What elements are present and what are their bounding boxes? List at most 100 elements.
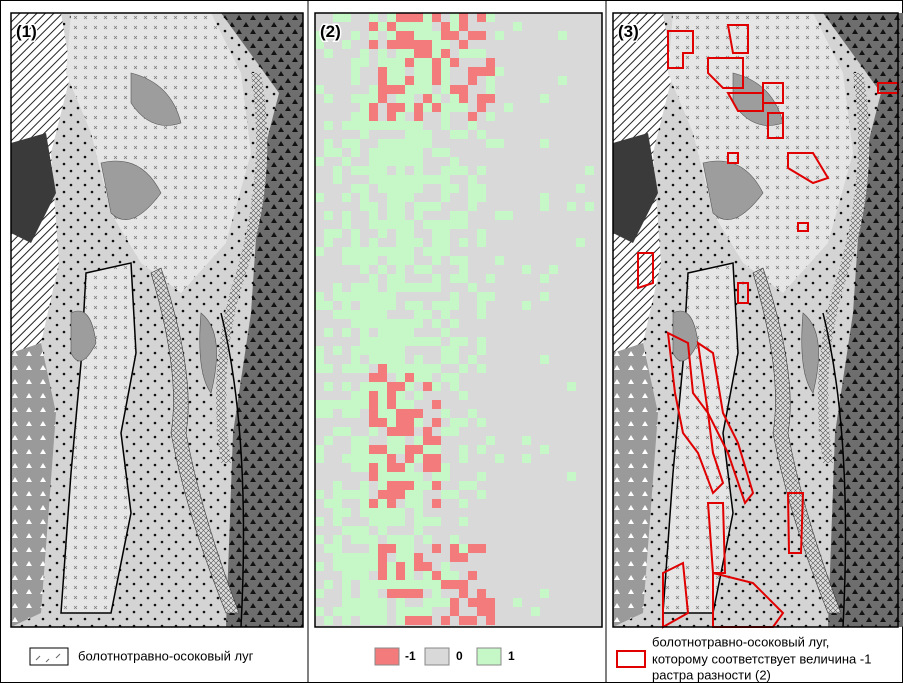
raster-cell [405, 382, 414, 391]
raster-cell [405, 13, 414, 22]
raster-cell [432, 400, 441, 409]
raster-cell [396, 373, 405, 382]
raster-cell [432, 499, 441, 508]
raster-cell [423, 139, 432, 148]
raster-cell [405, 328, 414, 337]
raster-cell [450, 292, 459, 301]
raster-cell [540, 94, 549, 103]
raster-cell [414, 13, 423, 22]
raster-cell [351, 31, 360, 40]
raster-cell [450, 337, 459, 346]
raster-cell [324, 211, 333, 220]
raster-cell [486, 139, 495, 148]
raster-cell [396, 256, 405, 265]
raster-cell [414, 85, 423, 94]
raster-cell [351, 598, 360, 607]
raster-cell [351, 58, 360, 67]
raster-cell [315, 517, 324, 526]
raster-cell [369, 598, 378, 607]
raster-cell [450, 301, 459, 310]
raster-cell [324, 499, 333, 508]
raster-cell [477, 598, 486, 607]
raster-cell [405, 418, 414, 427]
raster-cell [360, 130, 369, 139]
raster-cell [369, 463, 378, 472]
raster-cell [405, 40, 414, 49]
raster-cell [378, 481, 387, 490]
raster-cell [468, 283, 477, 292]
raster-cell [423, 607, 432, 616]
raster-cell [459, 580, 468, 589]
raster-cell [351, 346, 360, 355]
raster-cell [351, 571, 360, 580]
raster-cell [378, 337, 387, 346]
raster-cell [351, 526, 360, 535]
raster-cell [441, 580, 450, 589]
raster-cell [351, 535, 360, 544]
raster-cell [396, 616, 405, 625]
raster-cell [378, 67, 387, 76]
raster-cell [414, 202, 423, 211]
raster-cell [324, 139, 333, 148]
raster-cell [387, 121, 396, 130]
raster-cell [360, 400, 369, 409]
raster-cell [396, 211, 405, 220]
raster-cell [378, 544, 387, 553]
legend-text: болотнотравно-осоковый луг, [652, 634, 829, 649]
map-panel [613, 13, 903, 627]
legend-text: болотнотравно-осоковый луг [78, 648, 254, 663]
legend-text: растра разности (2) [652, 667, 771, 682]
raster-cell [333, 490, 342, 499]
raster-cell [369, 382, 378, 391]
raster-cell [333, 535, 342, 544]
raster-cell [414, 58, 423, 67]
raster-cell [414, 553, 423, 562]
raster-cell [414, 355, 423, 364]
difference-raster [315, 13, 602, 627]
raster-cell [459, 13, 468, 22]
raster-cell [459, 274, 468, 283]
raster-cell [360, 589, 369, 598]
raster-cell [360, 508, 369, 517]
raster-cell [315, 409, 324, 418]
raster-cell [387, 40, 396, 49]
raster-cell [459, 391, 468, 400]
raster-cell [450, 490, 459, 499]
raster-cell [423, 94, 432, 103]
raster-cell [351, 247, 360, 256]
raster-cell [333, 13, 342, 22]
raster-cell [414, 112, 423, 121]
raster-cell [468, 571, 477, 580]
raster-cell [369, 418, 378, 427]
raster-cell [441, 40, 450, 49]
raster-cell [405, 373, 414, 382]
raster-cell [324, 49, 333, 58]
raster-cell [315, 535, 324, 544]
raster-cell [477, 292, 486, 301]
raster-cell [369, 211, 378, 220]
raster-cell [432, 454, 441, 463]
raster-cell [378, 247, 387, 256]
raster-cell [432, 220, 441, 229]
raster-cell [405, 427, 414, 436]
raster-cell [351, 256, 360, 265]
raster-cell [423, 517, 432, 526]
raster-cell [378, 157, 387, 166]
raster-cell [369, 616, 378, 625]
raster-cell [522, 436, 531, 445]
raster-cell [423, 427, 432, 436]
raster-cell [441, 310, 450, 319]
raster-cell [387, 391, 396, 400]
raster-cell [333, 346, 342, 355]
panel-label: (1) [16, 22, 37, 41]
raster-cell [450, 580, 459, 589]
raster-cell [423, 436, 432, 445]
raster-cell [360, 490, 369, 499]
raster-cell [324, 121, 333, 130]
raster-cell [396, 418, 405, 427]
raster-cell [378, 139, 387, 148]
raster-cell [540, 193, 549, 202]
raster-cell [405, 31, 414, 40]
raster-cell [333, 544, 342, 553]
raster-cell [369, 238, 378, 247]
